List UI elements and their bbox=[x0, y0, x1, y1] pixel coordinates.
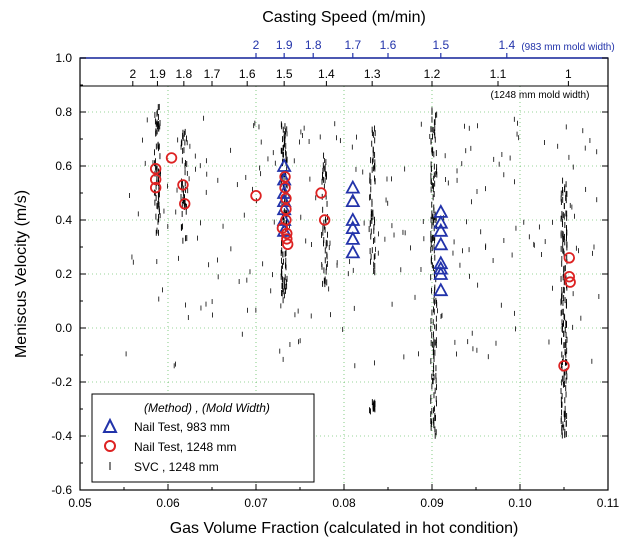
nail-test-1248-points bbox=[149, 152, 576, 372]
top-1248-tick-label: 1.6 bbox=[239, 67, 256, 81]
legend-entry-983: Nail Test, 983 mm bbox=[134, 420, 230, 434]
x-tick-label: 0.10 bbox=[508, 496, 532, 510]
nail-test-1248-point bbox=[279, 181, 291, 194]
nail-test-1248-point bbox=[558, 360, 570, 372]
nail-test-983-point bbox=[433, 260, 449, 275]
nail-test-983-point bbox=[433, 222, 449, 237]
legend-box bbox=[91, 393, 315, 483]
y-tick-label: -0.2 bbox=[51, 375, 72, 389]
legend-header: (Method) , (Mold Width) bbox=[144, 401, 270, 415]
y-tick-label: 0.4 bbox=[55, 213, 72, 227]
x-axis-title: Gas Volume Fraction (calculated in hot c… bbox=[170, 520, 519, 537]
x-tick-label: 0.07 bbox=[244, 496, 268, 510]
nail-test-1248-point bbox=[149, 181, 162, 194]
y-tick-label: -0.6 bbox=[51, 483, 72, 497]
nail-test-1248-point bbox=[250, 189, 262, 202]
nail-test-983-point bbox=[345, 179, 361, 194]
axes: 0.05 0.06 0.07 0.08 0.09 0.10 0.11 -0.6 -0.4 -0.2… bbox=[51, 38, 619, 510]
nail-test-1248-point bbox=[281, 238, 294, 251]
top-983-tick-label: 1.8 bbox=[305, 38, 322, 52]
legend-entry-svc: SVC , 1248 mm bbox=[134, 460, 219, 474]
y-tick-label: -0.4 bbox=[51, 429, 72, 443]
x-tick-label: 0.11 bbox=[597, 496, 620, 510]
top-axis-title: Casting Speed (m/min) bbox=[262, 9, 426, 26]
top-axis-1248-note: (1248 mm mold width) bbox=[491, 90, 590, 101]
top-1248-tick-label: 1.4 bbox=[318, 67, 335, 81]
nail-test-1248-point bbox=[280, 203, 292, 215]
top-1248-tick-label: 1.1 bbox=[490, 67, 507, 81]
nail-test-1248-point bbox=[177, 179, 189, 191]
top-1248-tick-label: 2 bbox=[129, 67, 136, 81]
svc-points bbox=[125, 103, 600, 439]
top-983-tick-label: 1.9 bbox=[276, 38, 293, 52]
y-tick-label: 1.0 bbox=[55, 51, 72, 65]
x-tick-label: 0.05 bbox=[68, 496, 92, 510]
top-1248-tick-label: 1.2 bbox=[424, 67, 441, 81]
nail-test-983-point bbox=[345, 231, 361, 245]
nail-test-1248-point bbox=[179, 198, 191, 210]
nail-test-1248-point bbox=[281, 227, 293, 240]
nail-test-1248-point bbox=[315, 187, 327, 199]
top-983-tick-label: 2 bbox=[253, 38, 260, 52]
top-1248-tick-label: 1 bbox=[565, 67, 572, 81]
top-1248-tick-label: 1.7 bbox=[204, 67, 221, 81]
y-axis-title: Meniscus Velocity (m/s) bbox=[13, 190, 30, 358]
y-tick-label: 0.0 bbox=[55, 321, 72, 335]
legend-triangle-marker bbox=[102, 417, 118, 433]
nail-test-1248-point bbox=[149, 162, 162, 175]
nail-test-983-point bbox=[276, 158, 292, 172]
top-1248-tick-label: 1.9 bbox=[149, 67, 166, 81]
nail-test-983-point bbox=[345, 212, 361, 226]
top-983-tick-label: 1.6 bbox=[380, 38, 397, 52]
nail-test-1248-point bbox=[318, 214, 331, 226]
y-tick-label: 0.8 bbox=[55, 105, 72, 119]
x-tick-label: 0.06 bbox=[156, 496, 180, 510]
nail-test-1248-point bbox=[149, 173, 162, 186]
nail-test-1248-point bbox=[564, 276, 576, 288]
top-983-tick-label: 1.4 bbox=[498, 38, 515, 52]
nail-test-1248-point bbox=[281, 233, 293, 245]
nail-test-983-point bbox=[345, 244, 361, 259]
top-1248-tick-label: 1.5 bbox=[276, 67, 293, 81]
nail-test-1248-point bbox=[280, 214, 292, 226]
nail-test-1248-point bbox=[165, 152, 178, 164]
legend-circle-marker bbox=[104, 440, 116, 452]
top-axis-983-note: (983 mm mold width) bbox=[521, 42, 614, 53]
top-1248-tick-label: 1.3 bbox=[364, 67, 381, 81]
x-tick-label: 0.09 bbox=[420, 496, 444, 510]
x-tick-label: 0.08 bbox=[332, 496, 356, 510]
nail-test-1248-point bbox=[280, 192, 292, 205]
nail-test-1248-point bbox=[279, 171, 291, 183]
nail-test-983-point bbox=[433, 236, 449, 251]
nail-test-983-point bbox=[433, 266, 449, 280]
top-983-tick-label: 1.5 bbox=[432, 38, 449, 52]
y-tick-label: 0.6 bbox=[55, 159, 72, 173]
nail-test-983-points bbox=[276, 158, 449, 297]
nail-test-1248-point bbox=[563, 252, 575, 264]
top-1248-tick-label: 1.8 bbox=[175, 67, 192, 81]
legend: (Method) , (Mold Width) Nail Test, 983 m… bbox=[91, 393, 315, 483]
nail-test-983-point bbox=[433, 282, 449, 297]
legend-entry-1248: Nail Test, 1248 mm bbox=[134, 440, 237, 454]
nail-test-983-point bbox=[345, 193, 361, 208]
nail-test-1248-point bbox=[563, 271, 575, 283]
nail-test-983-point bbox=[433, 214, 449, 229]
y-tick-label: 0.2 bbox=[55, 267, 72, 281]
top-983-tick-label: 1.7 bbox=[344, 38, 361, 52]
